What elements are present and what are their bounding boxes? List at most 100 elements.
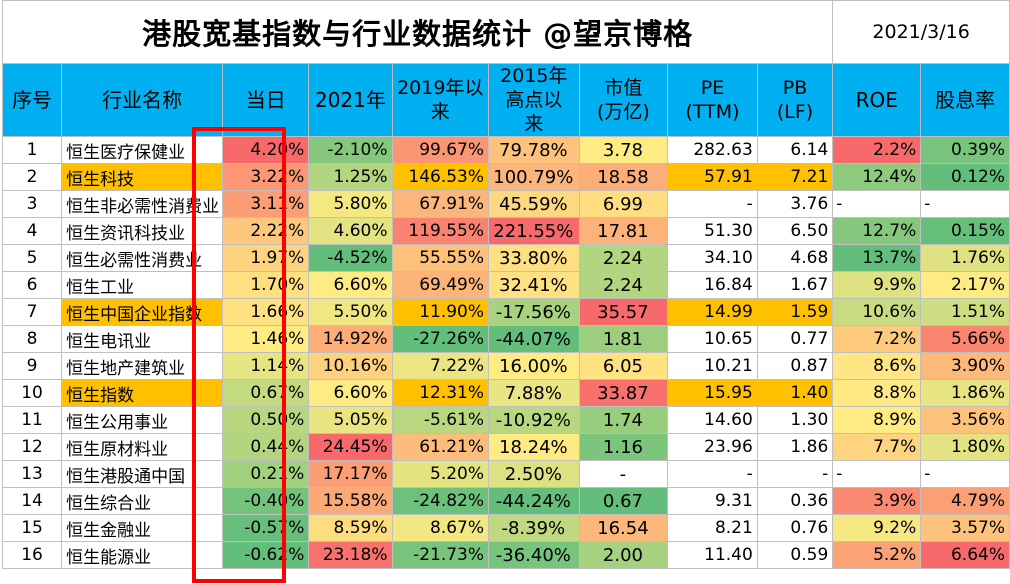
cell-seq: 12 [1,433,63,461]
table-row: 10 恒生指数 0.67% 6.60% 12.31% 7.88% 33.87 15.95 1.4… [1,379,1010,407]
cell-dividend-yield: 3.57% [920,514,1010,542]
table-row: 7 恒生中国企业指数 1.66% 5.50% 11.90% -17.56% 35.57 14.… [1,298,1010,326]
cell-pe: 15.95 [667,379,758,407]
cell-roe: - [832,190,922,218]
cell-pb: 1.67 [756,271,834,299]
cell-pe: 8.21 [667,514,758,542]
cell-day: 0.67% [222,379,310,407]
cell-day: 0.50% [222,406,310,434]
cell-since-2019: 61.21% [391,433,490,461]
table-row: 12 恒生原材料业 0.44% 24.45% 61.21% 18.24% 1.16 23.96… [1,433,1010,461]
cell-roe: 13.7% [832,244,922,272]
cell-day: 2.22% [222,217,310,245]
cell-market-cap: 35.57 [578,298,669,326]
cell-seq: 7 [1,298,63,326]
cell-seq: 14 [1,487,63,515]
table-row: 6 恒生工业 1.70% 6.60% 69.49% 32.41% 2.24 16.84 1.67… [1,271,1010,299]
cell-2021: 5.50% [308,298,393,326]
cell-market-cap: 6.99 [578,190,669,218]
cell-since-2015: 7.88% [488,379,580,407]
cell-roe: 9.2% [832,514,922,542]
cell-since-2019: -27.26% [391,325,490,353]
header-line: 高点以 [505,89,563,111]
cell-roe: 7.2% [832,325,922,353]
cell-dividend-yield: 5.66% [920,325,1010,353]
cell-since-2019: 12.31% [391,379,490,407]
date-cell: 2021/3/16 [832,0,1010,64]
cell-dividend-yield: 1.86% [920,379,1010,407]
cell-seq: 6 [1,271,63,299]
header-line: PE [700,77,725,99]
table-row: 11 恒生公用事业 0.50% 5.05% -5.61% -10.92% 1.74 14.60… [1,406,1010,434]
cell-pb: 1.40 [756,379,834,407]
cell-since-2015: -8.39% [488,514,580,542]
header-pb: PB (LF) [756,63,834,137]
cell-seq: 15 [1,514,63,542]
cell-2021: 15.58% [308,487,393,515]
header-line: 行业名称 [102,88,183,112]
cell-seq: 9 [1,352,63,380]
title-row: 港股宽基指数与行业数据统计 @望京博格 2021/3/16 [1,0,1010,64]
cell-name: 恒生公用事业 [61,406,224,434]
header-name: 行业名称 [61,63,224,137]
cell-since-2019: -5.61% [391,406,490,434]
cell-since-2019: -21.73% [391,541,490,569]
table-body: 1 恒生医疗保健业 4.20% -2.10% 99.67% 79.78% 3.78 282.6… [1,136,1010,569]
cell-market-cap: 16.54 [578,514,669,542]
header-line: 股息率 [935,88,996,112]
page-title: 港股宽基指数与行业数据统计 @望京博格 [1,0,834,64]
header-y2021: 2021年 [308,63,393,137]
cell-2021: -4.52% [308,244,393,272]
cell-since-2015: -44.07% [488,325,580,353]
cell-day: 4.20% [222,136,310,164]
header-seq: 序号 [1,63,63,137]
cell-pe: 9.31 [667,487,758,515]
cell-dividend-yield: 0.15% [920,217,1010,245]
cell-market-cap: 1.74 [578,406,669,434]
table-row: 15 恒生金融业 -0.57% 8.59% 8.67% -8.39% 16.54 8.21 0.… [1,514,1010,542]
cell-market-cap: 1.16 [578,433,669,461]
cell-day: -0.57% [222,514,310,542]
cell-since-2019: -24.82% [391,487,490,515]
cell-2021: 10.16% [308,352,393,380]
cell-since-2015: 100.79% [488,163,580,191]
cell-roe: 5.2% [832,541,922,569]
table-row: 14 恒生综合业 -0.40% 15.58% -24.82% -44.24% 0.67 9.3… [1,487,1010,515]
cell-pe: 57.91 [667,163,758,191]
header-line: ROE [855,88,898,112]
cell-name: 恒生科技 [61,163,224,191]
cell-market-cap: 3.78 [578,136,669,164]
header-line: 市值 [604,77,643,99]
cell-name: 恒生中国企业指数 [61,298,224,326]
cell-seq: 3 [1,190,63,218]
cell-pe: 282.63 [667,136,758,164]
header-line: 2019年以 [397,77,484,99]
cell-roe: 7.7% [832,433,922,461]
cell-2021: 5.80% [308,190,393,218]
cell-since-2019: 8.67% [391,514,490,542]
cell-seq: 5 [1,244,63,272]
cell-2021: 8.59% [308,514,393,542]
cell-pb: 1.86 [756,433,834,461]
table-row: 8 恒生电讯业 1.46% 14.92% -27.26% -44.07% 1.81 10.65… [1,325,1010,353]
table-row: 16 恒生能源业 -0.62% 23.18% -21.73% -36.40% 2.00 11.… [1,541,1010,569]
header-line: (LF) [776,101,814,123]
cell-roe: 2.2% [832,136,922,164]
cell-2021: 6.60% [308,271,393,299]
cell-name: 恒生资讯科技业 [61,217,224,245]
cell-since-2015: 32.41% [488,271,580,299]
cell-since-2015: 45.59% [488,190,580,218]
table-row: 5 恒生必需性消费业 1.97% -4.52% 55.55% 33.80% 2.24 34.1… [1,244,1010,272]
header-market-cap: 市值 (万亿) [578,63,669,137]
cell-seq: 1 [1,136,63,164]
cell-pb: 4.68 [756,244,834,272]
cell-roe: 8.6% [832,352,922,380]
cell-day: 0.21% [222,460,310,488]
table-row: 3 恒生非必需性消费业 3.11% 5.80% 67.91% 45.59% 6.99-3.7… [1,190,1010,218]
cell-name: 恒生地产建筑业 [61,352,224,380]
cell-name: 恒生工业 [61,271,224,299]
cell-name: 恒生必需性消费业 [61,244,224,272]
header-day: 当日 [222,63,310,137]
cell-name: 恒生能源业 [61,541,224,569]
